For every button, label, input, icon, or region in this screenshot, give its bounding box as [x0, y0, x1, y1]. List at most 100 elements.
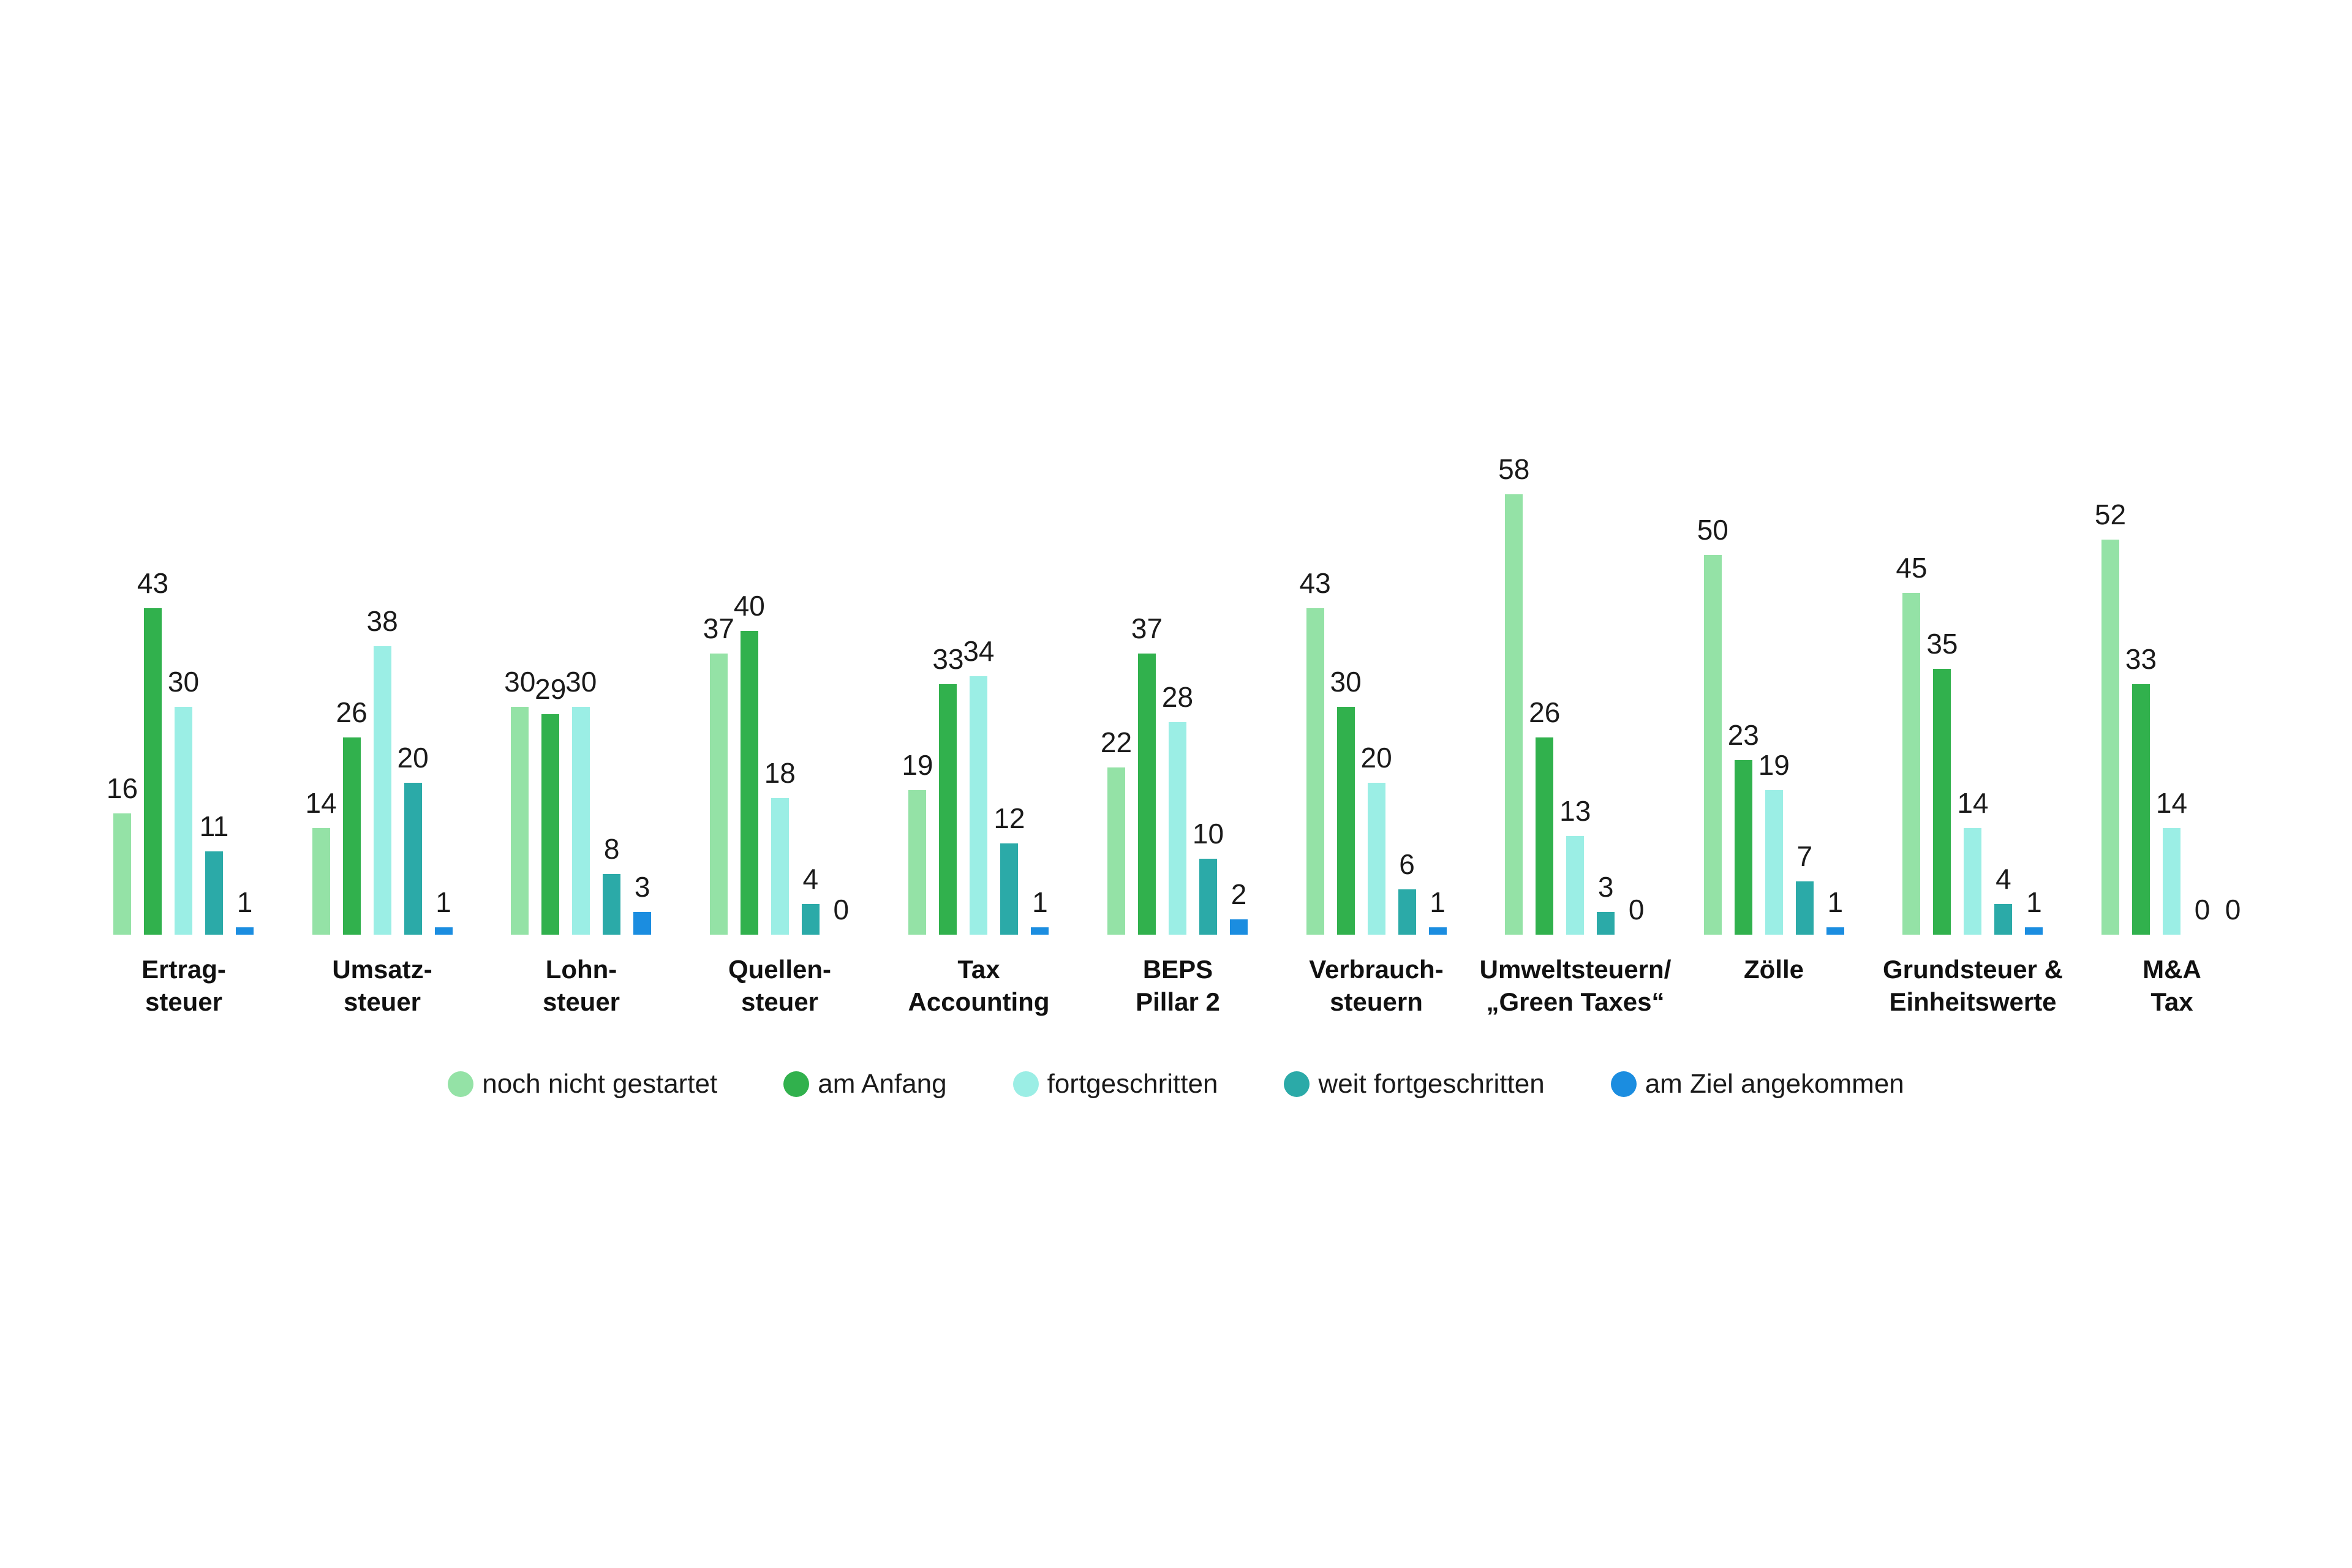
- bar: [113, 813, 131, 935]
- value-label: 37: [1131, 612, 1163, 644]
- bar: [1734, 760, 1752, 935]
- bar-column: 52: [2095, 500, 2126, 935]
- bar-column: 6: [1398, 850, 1416, 935]
- legend-item: am Ziel angekommen: [1610, 1069, 1904, 1099]
- value-label: 37: [703, 612, 734, 644]
- value-label: 22: [1100, 726, 1133, 758]
- bar: [1428, 927, 1447, 935]
- bar-column: 43: [1300, 569, 1331, 935]
- value-label: 12: [993, 802, 1025, 834]
- legend-label: fortgeschritten: [1047, 1069, 1218, 1099]
- legend-label: am Anfang: [818, 1069, 947, 1099]
- value-label: 1: [2026, 886, 2042, 918]
- bar-group: 19 33 34 12 1: [902, 635, 1049, 935]
- bar: [1902, 593, 1921, 935]
- value-label: 0: [833, 894, 850, 925]
- bar-group: 50 23 19 7 1: [1697, 516, 1844, 935]
- bar: [2132, 684, 2150, 935]
- value-label: 14: [2155, 787, 2188, 819]
- value-label: 34: [963, 635, 995, 667]
- value-label: 16: [106, 772, 138, 804]
- bar-column: 19: [1758, 751, 1790, 935]
- bar: [511, 707, 529, 935]
- bar: [434, 927, 453, 935]
- bar: [970, 676, 988, 935]
- value-label: 43: [137, 567, 169, 599]
- value-label: 2: [1231, 878, 1247, 910]
- bar-group: 22 37 28 10 2: [1101, 614, 1248, 935]
- bar: [633, 912, 652, 935]
- value-label: 14: [305, 787, 337, 819]
- bar-column: 1: [1031, 888, 1049, 935]
- value-label: 20: [1360, 742, 1392, 774]
- bar-column: 2: [1230, 880, 1248, 935]
- bar: [2025, 927, 2043, 935]
- chart-legend: noch nicht gestartet am Anfang fortgeschri…: [0, 1071, 2352, 1098]
- value-label: 58: [1498, 453, 1530, 485]
- value-label: 33: [932, 643, 964, 675]
- bar: [1964, 828, 1982, 935]
- value-label: 1: [236, 886, 253, 918]
- value-label: 20: [397, 742, 429, 774]
- value-label: 0: [2225, 894, 2241, 925]
- bar-column: 0: [2224, 895, 2242, 935]
- value-label: 11: [199, 810, 229, 842]
- value-label: 13: [1559, 795, 1591, 827]
- bar: [1367, 783, 1385, 935]
- bar-column: 37: [1131, 614, 1163, 935]
- value-label: 45: [1896, 552, 1928, 584]
- bar-column: 1: [2025, 888, 2043, 935]
- bar-group: 37 40 18 4 0: [703, 592, 850, 935]
- bar-column: 1: [236, 888, 254, 935]
- bar-group: 52 33 14 0 0: [2095, 500, 2242, 935]
- bar-column: 16: [107, 774, 138, 935]
- category-label: Umsatz- steuer: [332, 955, 432, 1017]
- bar: [236, 927, 254, 935]
- legend-item: noch nicht gestartet: [448, 1071, 717, 1098]
- bar-column: 1: [1826, 888, 1844, 935]
- bar: [572, 707, 590, 935]
- value-label: 7: [1796, 840, 1813, 872]
- bar: [1765, 790, 1783, 935]
- bar: [2101, 540, 2119, 935]
- bar: [1138, 654, 1156, 935]
- bar-column: 33: [2125, 645, 2157, 935]
- value-label: 30: [504, 666, 536, 698]
- bar: [1795, 881, 1814, 935]
- value-label: 1: [1032, 886, 1048, 918]
- bar: [541, 714, 560, 935]
- bar-column: 26: [1529, 698, 1560, 935]
- category-label: Lohn- steuer: [542, 955, 620, 1017]
- bar: [801, 904, 820, 935]
- bar-column: 19: [902, 751, 933, 935]
- bar-column: 22: [1101, 728, 1132, 935]
- legend-dot-icon: [1610, 1071, 1637, 1097]
- value-label: 1: [1827, 886, 1844, 918]
- value-label: 3: [634, 871, 650, 903]
- bar: [312, 828, 330, 935]
- bar-column: 58: [1498, 455, 1529, 935]
- value-label: 1: [435, 886, 451, 918]
- bar-column: 0: [1627, 895, 1645, 935]
- bar: [908, 790, 927, 935]
- value-label: 4: [1996, 863, 2011, 895]
- bar-group: 43 30 20 6 1: [1300, 569, 1447, 935]
- bar-column: 30: [168, 668, 199, 935]
- legend-label: am Ziel angekommen: [1645, 1069, 1904, 1099]
- bar: [603, 874, 621, 935]
- bar-column: 50: [1697, 516, 1728, 935]
- value-label: 19: [902, 749, 933, 781]
- legend-item: weit fortgeschritten: [1284, 1071, 1545, 1098]
- bar-column: 1: [434, 886, 453, 935]
- bar-column: 26: [336, 698, 368, 935]
- legend-item: am Anfang: [783, 1069, 947, 1099]
- bar-column: 8: [603, 835, 621, 935]
- value-label: 50: [1697, 514, 1728, 546]
- value-label: 18: [764, 757, 796, 789]
- bar: [1336, 707, 1355, 935]
- bar-column: 35: [1926, 630, 1958, 935]
- bar-group: 45 35 14 4 1: [1896, 554, 2043, 935]
- bar-column: 14: [306, 789, 337, 935]
- bar: [1230, 919, 1248, 935]
- bar-column: 30: [565, 668, 597, 935]
